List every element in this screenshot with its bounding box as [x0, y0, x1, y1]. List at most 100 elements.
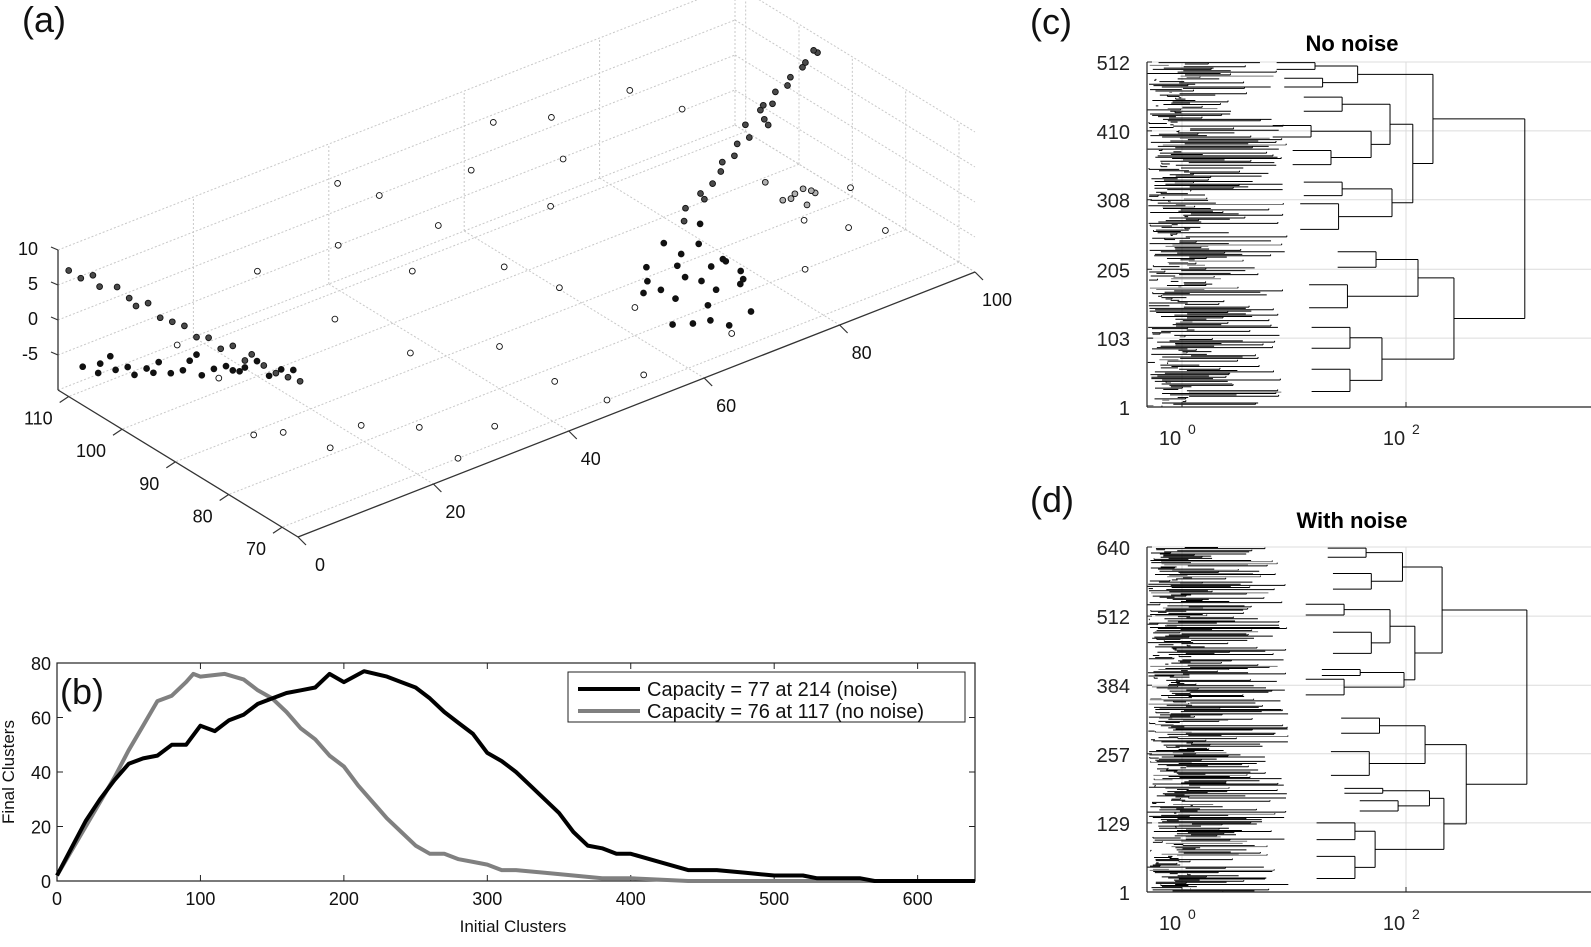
- scatter-point: [547, 202, 554, 210]
- scatter-point: [709, 180, 716, 187]
- x-tick-label: 200: [329, 889, 359, 909]
- x-tick-label: 0: [52, 889, 62, 909]
- scatter-point: [800, 216, 808, 224]
- scatter-point: [167, 369, 175, 377]
- scatter-point: [759, 101, 767, 109]
- scatter-point: [96, 283, 103, 290]
- scatter-point: [241, 357, 249, 364]
- scatter-point: [279, 429, 287, 436]
- scatter-point: [799, 185, 807, 193]
- scatter-point: [731, 152, 738, 160]
- y-tick: [112, 428, 123, 436]
- scatter-point: [556, 284, 563, 292]
- b-y-axis-label: Final Clusters: [0, 720, 18, 824]
- scatter-point: [704, 301, 712, 309]
- y-tick-label: 90: [139, 474, 159, 494]
- x-axis: [297, 271, 976, 538]
- scatter-point: [215, 374, 223, 382]
- y-tick-label: 410: [1097, 122, 1130, 144]
- x-tick-label: 400: [616, 889, 646, 909]
- scatter-point: [701, 195, 708, 203]
- scatter-point: [77, 274, 85, 282]
- scatter-point: [289, 366, 297, 374]
- b-x-axis-label: Initial Clusters: [460, 917, 567, 936]
- scatter-point: [236, 367, 243, 375]
- y-tick-label: 308: [1097, 191, 1130, 213]
- y-tick-label: 1: [1119, 398, 1130, 420]
- scatter-point: [657, 286, 665, 294]
- scatter-point: [669, 321, 676, 328]
- scatter-point: [144, 299, 152, 307]
- grid-line: [57, 89, 736, 356]
- scatter-point: [260, 362, 268, 369]
- scatter-point: [882, 227, 889, 234]
- scatter-point: [131, 371, 138, 379]
- scatter-point: [150, 369, 157, 377]
- scatter-point: [707, 317, 714, 324]
- grid-line: [193, 336, 434, 485]
- scatter-point: [784, 82, 791, 89]
- y-tick-label: 512: [1097, 607, 1130, 629]
- y-tick: [272, 526, 283, 534]
- grid-line: [599, 177, 840, 326]
- scatter-point: [222, 362, 230, 370]
- y-tick: [166, 461, 176, 469]
- scatter-point: [719, 255, 727, 263]
- scatter-point: [845, 224, 852, 231]
- scatter-point: [248, 351, 256, 358]
- y-tick-label: 512: [1097, 53, 1130, 75]
- scatter-point: [745, 134, 753, 141]
- grid-line: [175, 196, 853, 463]
- scatter-point: [697, 190, 704, 197]
- panel-label-b: (b): [60, 671, 104, 712]
- d-title: With noise: [1296, 508, 1407, 533]
- scatter-point: [644, 277, 651, 285]
- scatter-point: [132, 302, 140, 310]
- scatter-point: [265, 372, 273, 380]
- scatter-point: [761, 178, 769, 186]
- grid-line: [281, 261, 960, 528]
- z-tick-label: -5: [22, 344, 38, 364]
- scatter-point: [408, 267, 416, 275]
- panel-label-a: (a): [22, 0, 66, 40]
- z-tick-label: 0: [28, 309, 38, 329]
- scatter-point: [725, 322, 733, 329]
- z-tick: [50, 281, 59, 286]
- y-tick-label: 100: [76, 441, 106, 461]
- x-tick: [839, 324, 849, 334]
- grid-line: [758, 0, 976, 133]
- scatter-point: [253, 357, 261, 365]
- scatter-point: [779, 196, 787, 204]
- scatter-point: [96, 360, 104, 367]
- scatter-point: [548, 114, 555, 121]
- y-tick-label: 80: [31, 654, 51, 674]
- scatter-point: [718, 158, 726, 166]
- scatter-point: [375, 192, 383, 199]
- x-tick-label: 600: [903, 889, 933, 909]
- x-tick-label: 40: [581, 449, 601, 469]
- scatter-point: [210, 365, 218, 373]
- x-tick-label: 500: [759, 889, 789, 909]
- scatter-point: [631, 304, 639, 311]
- x-tick-label: 10: [1159, 913, 1181, 935]
- scatter-point: [760, 115, 768, 123]
- scatter-point: [79, 363, 87, 371]
- series-line-no-noise: [55, 671, 975, 883]
- scatter-point: [500, 263, 508, 271]
- scatter-point: [551, 378, 559, 385]
- scatter-point: [124, 363, 132, 371]
- scatter-point: [106, 352, 114, 360]
- scatter-point: [434, 222, 442, 229]
- y-tick-label: 40: [31, 763, 51, 783]
- x-tick: [432, 483, 442, 493]
- scatter-point: [717, 168, 725, 175]
- x-tick-label: 100: [185, 889, 215, 909]
- scatter-point: [682, 204, 689, 212]
- scatter-point: [334, 241, 342, 249]
- grid-line: [228, 229, 906, 495]
- grid-line: [734, 54, 976, 203]
- scatter-point: [217, 345, 225, 353]
- scatter-point: [695, 240, 703, 248]
- scatter-point: [799, 63, 806, 71]
